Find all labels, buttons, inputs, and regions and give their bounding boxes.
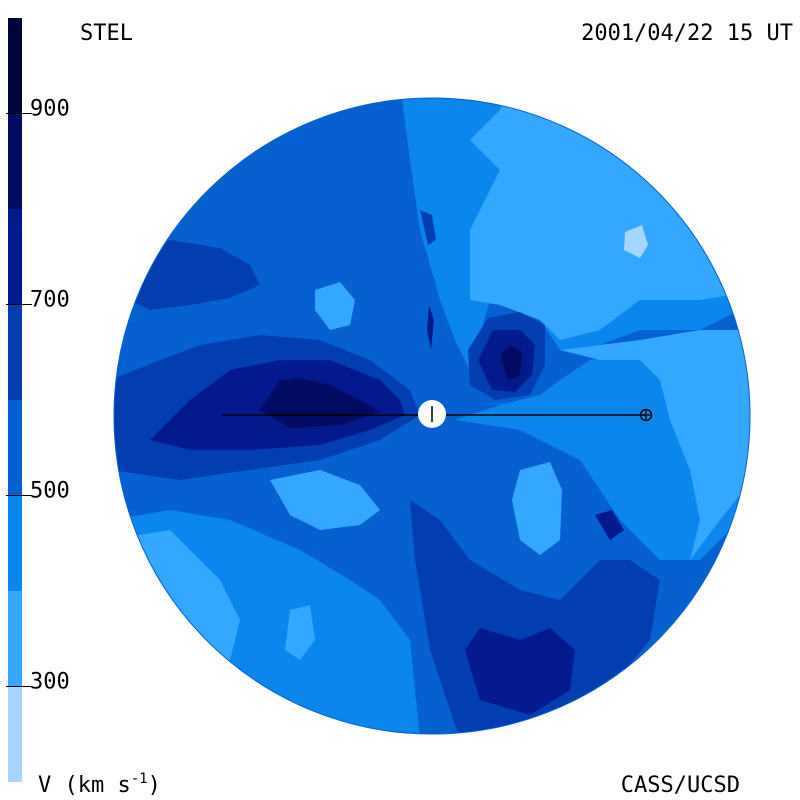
- region-south-200b: [512, 462, 562, 555]
- colorbar-tick-label-1: 500: [30, 479, 70, 504]
- colorbar: [8, 18, 22, 782]
- region-north-200: [315, 282, 355, 330]
- colorbar-level-4: [8, 304, 22, 400]
- region-southeast-700: [595, 510, 624, 540]
- colorbar-level-7: [8, 18, 22, 114]
- observatory-label: STEL: [80, 21, 133, 46]
- sun-marker: [418, 400, 446, 428]
- timestamp-label: 2001/04/22 15 UT: [581, 21, 793, 46]
- credit-label: CASS/UCSD: [621, 773, 740, 798]
- earth-marker: [639, 408, 653, 422]
- region-south-600: [410, 500, 660, 734]
- unit-label: V (km s-1): [38, 771, 161, 798]
- colorbar-level-6: [8, 113, 22, 209]
- colorbar-level-3: [8, 400, 22, 496]
- colorbar-tick-label-0: 300: [30, 670, 70, 695]
- colorbar-tick-label-3: 900: [30, 97, 70, 122]
- colorbar-level-2: [8, 495, 22, 591]
- region-east-200b: [560, 330, 750, 560]
- disc-outline: [113, 97, 751, 735]
- colorbar-level-0: [8, 686, 22, 782]
- region-north-streak-600: [420, 210, 436, 245]
- unit-label-exponent: -1: [131, 771, 148, 787]
- region-north-streak-700: [427, 305, 434, 350]
- colorbar-tick-label-2: 700: [30, 288, 70, 313]
- colorbar-level-5: [8, 209, 22, 305]
- region-northeast-800: [500, 345, 522, 380]
- unit-label-main: V (km s: [38, 773, 131, 798]
- region-east-100: [624, 225, 648, 258]
- unit-label-close: ): [148, 773, 161, 798]
- region-southwest-200c: [285, 605, 315, 660]
- colorbar-ticks: 300 500 700 900: [6, 97, 70, 695]
- region-northwest-600: [130, 240, 260, 310]
- colorbar-level-1: [8, 591, 22, 687]
- region-south-200: [270, 470, 380, 530]
- region-south-700: [465, 628, 575, 715]
